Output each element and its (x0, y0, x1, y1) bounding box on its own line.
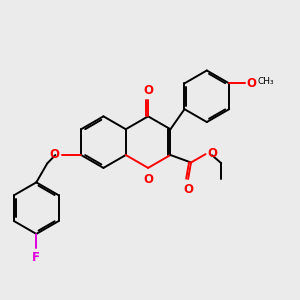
Text: CH₃: CH₃ (258, 77, 274, 86)
Text: O: O (50, 148, 60, 161)
Text: O: O (143, 85, 153, 98)
Text: O: O (246, 77, 256, 90)
Text: O: O (208, 147, 218, 160)
Text: F: F (32, 251, 40, 264)
Text: O: O (143, 172, 153, 186)
Text: O: O (183, 183, 193, 196)
